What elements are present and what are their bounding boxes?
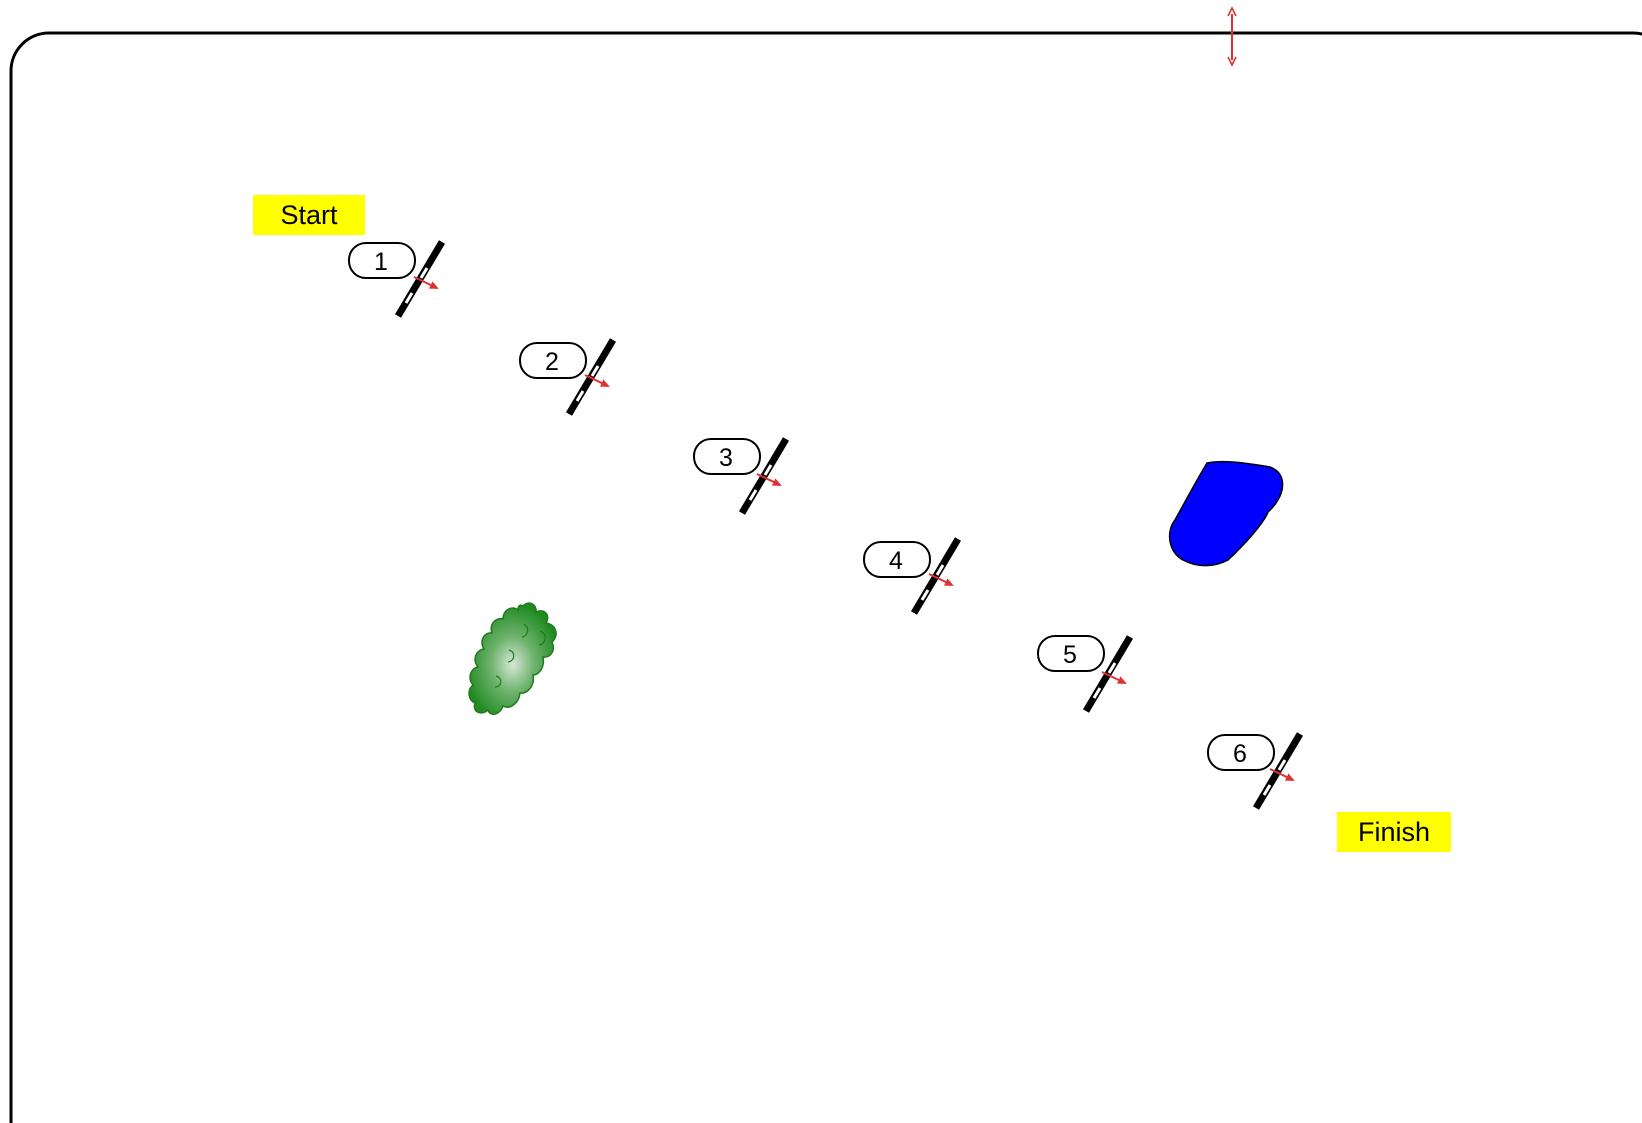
gate-badge: 4 [863,541,931,578]
gate-2[interactable]: 2 [519,338,617,416]
direction-arrow [756,473,782,486]
gate-number: 4 [889,547,903,575]
finish-label-text: Finish [1358,817,1430,847]
resize-handle-icon[interactable] [1227,6,1237,67]
gate-3[interactable]: 3 [693,437,790,515]
start-label: Start [253,195,365,235]
gate-badge: 1 [348,242,416,279]
gate-badge: 6 [1207,734,1275,771]
gate-number: 6 [1233,740,1247,768]
gate-1[interactable]: 1 [348,240,446,318]
gate-4[interactable]: 4 [863,537,962,615]
gate-bar [910,537,962,615]
gate-number: 2 [545,348,559,376]
start-label-text: Start [280,200,338,230]
finish-label: Finish [1337,812,1451,852]
direction-arrow [928,573,954,586]
gate-5[interactable]: 5 [1037,635,1134,713]
gate-number: 5 [1063,641,1077,669]
bush-detail [494,623,546,688]
gate-badge: 5 [1037,635,1105,672]
direction-arrow [584,374,610,387]
direction-arrow [413,276,439,289]
gate-bar [738,437,790,515]
gate-bar [1252,732,1304,810]
direction-arrow [1101,671,1127,684]
gate-badge: 2 [519,342,587,379]
gate-number: 3 [719,444,733,472]
course-frame [9,31,1642,1123]
gate-badge: 3 [693,438,761,475]
gate-number: 1 [374,248,388,276]
direction-arrow [1269,768,1295,781]
gate-6[interactable]: 6 [1207,732,1304,810]
pond-icon[interactable] [1168,460,1284,567]
